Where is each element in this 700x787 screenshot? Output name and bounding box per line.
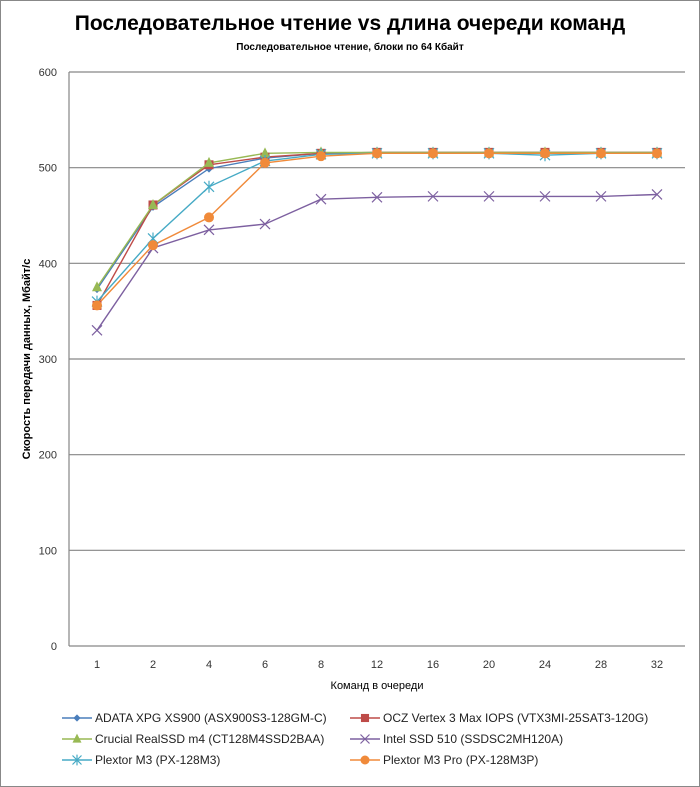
data-point (204, 212, 214, 223)
legend-label: Plextor M3 (PX-128M3) (95, 753, 221, 767)
data-point (371, 191, 383, 203)
series-line (96, 152, 657, 303)
x-legend-icon (350, 734, 380, 744)
data-point (148, 240, 158, 251)
series-line (96, 193, 658, 331)
x-tick-label: 8 (318, 659, 324, 671)
data-point (428, 148, 438, 159)
legend-item: OCZ Vertex 3 Max IOPS (VTX3MI-25SAT3-120… (350, 710, 648, 726)
data-point (92, 281, 102, 292)
data-point (539, 190, 551, 202)
data-point (484, 148, 494, 159)
data-point (483, 190, 495, 202)
data-point (92, 300, 102, 311)
x-tick-label: 20 (483, 659, 495, 671)
x-tick-label: 1 (94, 659, 100, 671)
data-point (595, 190, 607, 202)
x-tick-label: 32 (651, 659, 663, 671)
data-point (316, 151, 326, 162)
legend-label: OCZ Vertex 3 Max IOPS (VTX3MI-25SAT3-120… (383, 711, 649, 725)
legend-item: Crucial RealSSD m4 (CT128M4SSD2BAA) (62, 731, 324, 747)
star-legend-icon (62, 754, 92, 766)
x-tick-label: 6 (262, 659, 268, 671)
series-line (96, 151, 657, 306)
x-tick-label: 12 (371, 659, 383, 671)
y-axis-title: Скорость передачи данных, Мбайт/с (21, 259, 33, 460)
triangle-marker (72, 733, 82, 743)
circle-marker (360, 755, 370, 765)
legend-label: ADATA XPG XS900 (ASX900S3-128GM-C) (95, 711, 327, 725)
legend-item: Plextor M3 Pro (PX-128M3P) (350, 752, 538, 768)
legend-label: Intel SSD 510 (SSDSC2MH120A) (383, 732, 564, 746)
data-point (203, 180, 215, 193)
legend-label: Plextor M3 Pro (PX-128M3P) (383, 753, 539, 767)
chart-title: Последовательное чтение vs длина очереди… (74, 12, 626, 35)
data-point (651, 189, 663, 200)
square-marker (360, 713, 370, 723)
legend-label: Crucial RealSSD m4 (CT128M4SSD2BAA) (95, 732, 325, 746)
y-tick-label: 600 (39, 67, 57, 79)
y-tick-label: 200 (39, 450, 57, 462)
chart-subtitle: Последовательное чтение, блоки по 64 Кба… (236, 42, 464, 53)
legend-item: ADATA XPG XS900 (ASX900S3-128GM-C) (62, 710, 327, 726)
y-tick-label: 400 (39, 258, 57, 270)
data-point (372, 148, 382, 159)
y-tick-label: 300 (39, 354, 57, 366)
circle-legend-icon (350, 755, 380, 765)
x-tick-label: 2 (150, 659, 156, 671)
data-point (315, 193, 327, 205)
series-line (96, 152, 657, 306)
x-marker (360, 734, 370, 744)
diamond-marker (73, 714, 81, 722)
x-tick-label: 4 (206, 659, 212, 671)
data-point (652, 148, 662, 159)
star-marker (72, 754, 82, 766)
data-point (540, 148, 550, 159)
data-point (596, 148, 606, 159)
data-point (260, 147, 270, 158)
data-point (91, 324, 103, 336)
series-line (96, 151, 657, 288)
y-tick-label: 500 (39, 163, 57, 175)
data-point (427, 190, 439, 202)
triangle-legend-icon (62, 733, 92, 743)
series-line (96, 151, 657, 290)
data-point (148, 198, 158, 209)
x-tick-label: 24 (539, 659, 551, 671)
x-tick-label: 28 (595, 659, 607, 671)
legend-item: Intel SSD 510 (SSDSC2MH120A) (350, 731, 563, 747)
y-tick-label: 0 (51, 641, 57, 653)
data-point (259, 218, 271, 230)
y-tick-label: 100 (39, 545, 57, 557)
diamond-legend-icon (62, 714, 92, 722)
x-axis-title: Команд в очереди (331, 680, 424, 692)
legend-item: Plextor M3 (PX-128M3) (62, 752, 220, 768)
square-legend-icon (350, 713, 380, 723)
x-tick-label: 16 (427, 659, 439, 671)
data-point (260, 157, 270, 168)
data-point (204, 156, 214, 167)
data-point (203, 224, 215, 236)
